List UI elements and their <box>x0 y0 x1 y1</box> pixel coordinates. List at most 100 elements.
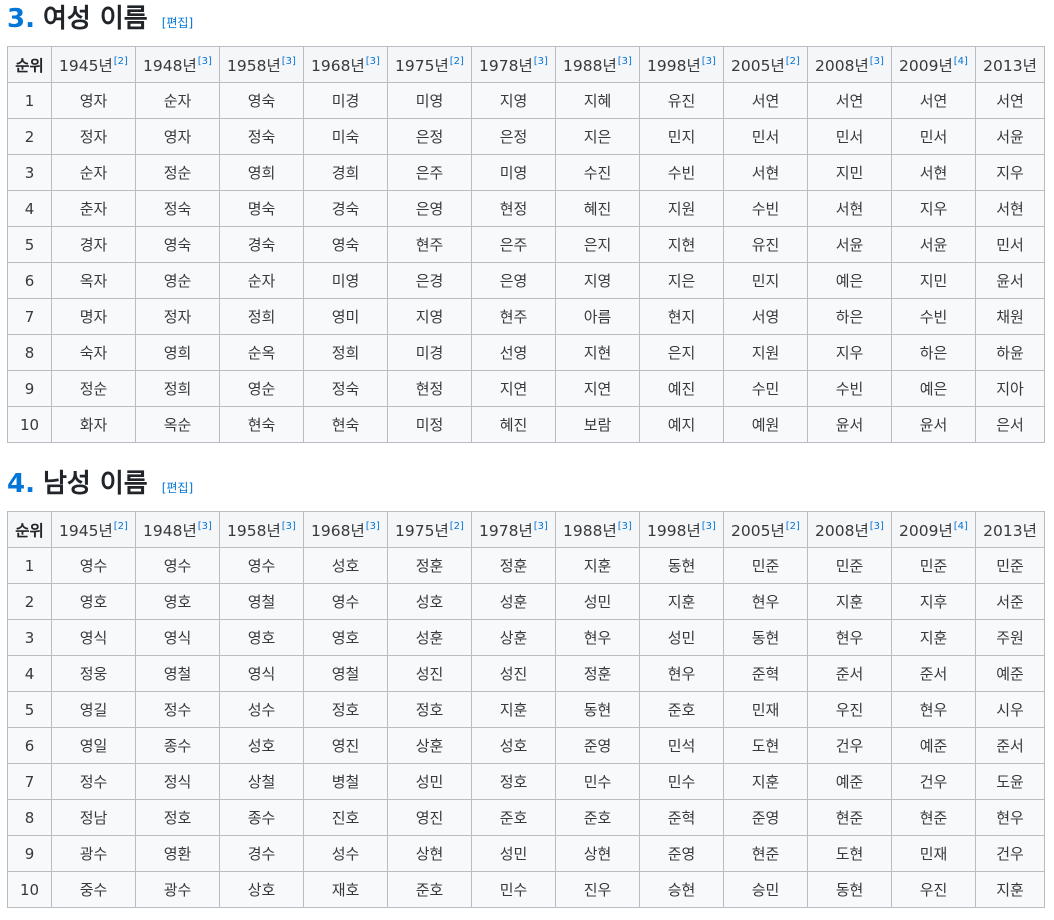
name-cell: 동현 <box>639 547 724 584</box>
footnote-ref-link[interactable]: [3] <box>533 521 548 533</box>
name-cell: 정훈 <box>387 547 472 584</box>
footnote-ref-link[interactable]: [3] <box>869 521 884 533</box>
name-cell: 윤서 <box>807 406 892 443</box>
name-cell: 지민 <box>807 154 892 191</box>
footnote-ref-link[interactable]: [3] <box>281 56 296 68</box>
year-label: 1978년 <box>479 56 533 75</box>
name-cell: 정숙 <box>219 118 304 155</box>
year-header: 1998년[3] <box>639 511 724 548</box>
year-header: 2013년 <box>975 46 1045 83</box>
name-cell: 민준 <box>891 547 976 584</box>
name-cell: 영수 <box>219 547 304 584</box>
footnote-ref-link[interactable]: [3] <box>281 521 296 533</box>
name-cell: 은지 <box>555 226 640 263</box>
name-cell: 은정 <box>387 118 472 155</box>
footnote-ref-link[interactable]: [3] <box>701 56 716 68</box>
name-cell: 민석 <box>639 727 724 764</box>
name-cell: 진호 <box>303 799 388 836</box>
table-row: 6 영일 종수 성호 영진 상훈 성호 준영 민석 도현 건우 예준 준서 <box>7 727 1045 764</box>
name-cell: 현주 <box>387 226 472 263</box>
name-cell: 진우 <box>555 871 640 908</box>
year-header: 1975년[2] <box>387 46 472 83</box>
footnote-ref-link[interactable]: [2] <box>449 521 464 533</box>
year-label: 2013년 <box>983 521 1037 540</box>
edit-link[interactable]: [편집] <box>161 16 194 30</box>
name-cell: 준혁 <box>639 799 724 836</box>
name-cell: 영수 <box>135 547 220 584</box>
name-cell: 지우 <box>807 334 892 371</box>
footnote-ref-link[interactable]: [3] <box>617 521 632 533</box>
year-label: 2008년 <box>815 521 869 540</box>
name-cell: 정순 <box>51 370 136 407</box>
footnote-ref-link[interactable]: [3] <box>365 56 380 68</box>
name-cell: 현정 <box>387 370 472 407</box>
table-row: 5 경자 영숙 경숙 영숙 현주 은주 은지 지현 유진 서윤 서윤 민서 <box>7 226 1045 263</box>
name-cell: 지영 <box>555 262 640 299</box>
year-header: 2013년 <box>975 511 1045 548</box>
year-label: 1968년 <box>311 56 365 75</box>
rank-cell: 2 <box>7 118 52 155</box>
edit-link-label[interactable]: 편집 <box>166 481 189 495</box>
name-cell: 정순 <box>135 154 220 191</box>
name-cell: 상현 <box>387 835 472 872</box>
name-cell: 영철 <box>219 583 304 620</box>
section-number[interactable]: 4. <box>7 469 35 499</box>
footnote-ref-link[interactable]: [2] <box>785 56 800 68</box>
footnote-ref-link[interactable]: [2] <box>113 56 128 68</box>
name-cell: 준호 <box>471 799 556 836</box>
year-label: 2013년 <box>983 56 1037 75</box>
name-cell: 영환 <box>135 835 220 872</box>
footnote-ref-link[interactable]: [3] <box>197 521 212 533</box>
year-header: 1978년[3] <box>471 46 556 83</box>
table-row: 3 순자 정순 영희 경희 은주 미영 수진 수빈 서현 지민 서현 지우 <box>7 154 1045 191</box>
footnote-ref-link[interactable]: [3] <box>197 56 212 68</box>
male-names-table: 순위 1945년[2] 1948년[3] 1958년[3] 1968년[3] 1975년[… <box>7 511 1045 908</box>
name-cell: 현숙 <box>219 406 304 443</box>
name-cell: 혜진 <box>555 190 640 227</box>
rank-header: 순위 <box>7 46 52 83</box>
name-cell: 영미 <box>303 298 388 335</box>
name-cell: 순자 <box>135 82 220 119</box>
edit-link[interactable]: [편집] <box>161 481 194 495</box>
name-cell: 지훈 <box>555 547 640 584</box>
year-label: 1978년 <box>479 521 533 540</box>
year-header: 1948년[3] <box>135 46 220 83</box>
edit-link-label[interactable]: 편집 <box>166 16 189 30</box>
section-number[interactable]: 3. <box>7 4 35 34</box>
name-cell: 영진 <box>387 799 472 836</box>
year-header: 1948년[3] <box>135 511 220 548</box>
name-cell: 미숙 <box>303 118 388 155</box>
name-cell: 영숙 <box>219 82 304 119</box>
name-cell: 동현 <box>555 691 640 728</box>
year-label: 1958년 <box>227 56 281 75</box>
footnote-ref-link[interactable]: [3] <box>533 56 548 68</box>
name-cell: 수빈 <box>639 154 724 191</box>
footnote-ref-link[interactable]: [2] <box>449 56 464 68</box>
name-cell: 미영 <box>471 154 556 191</box>
year-label: 2009년 <box>899 521 953 540</box>
name-cell: 미정 <box>387 406 472 443</box>
footnote-ref-link[interactable]: [4] <box>953 56 968 68</box>
footnote-ref-link[interactable]: [4] <box>953 521 968 533</box>
footnote-ref-link[interactable]: [3] <box>365 521 380 533</box>
male-names-section: 4. 남성 이름 [편집] 순위 1945년[2] 1948년[3] 1958년[3]… <box>7 465 1045 908</box>
name-cell: 준호 <box>639 691 724 728</box>
footnote-ref-link[interactable]: [3] <box>617 56 632 68</box>
footnote-ref-link[interactable]: [3] <box>869 56 884 68</box>
name-cell: 현숙 <box>303 406 388 443</box>
footnote-ref-link[interactable]: [2] <box>113 521 128 533</box>
name-cell: 영길 <box>51 691 136 728</box>
year-header: 1968년[3] <box>303 46 388 83</box>
footnote-ref-link[interactable]: [2] <box>785 521 800 533</box>
name-cell: 영식 <box>51 619 136 656</box>
name-cell: 종수 <box>219 799 304 836</box>
name-cell: 지우 <box>891 190 976 227</box>
name-cell: 지영 <box>471 82 556 119</box>
year-header: 1968년[3] <box>303 511 388 548</box>
rank-cell: 10 <box>7 871 52 908</box>
footnote-ref-link[interactable]: [3] <box>701 521 716 533</box>
name-cell: 동현 <box>807 871 892 908</box>
name-cell: 하은 <box>891 334 976 371</box>
table-row: 9 광수 영환 경수 성수 상현 성민 상현 준영 현준 도현 민재 건우 <box>7 835 1045 872</box>
name-cell: 영순 <box>135 262 220 299</box>
